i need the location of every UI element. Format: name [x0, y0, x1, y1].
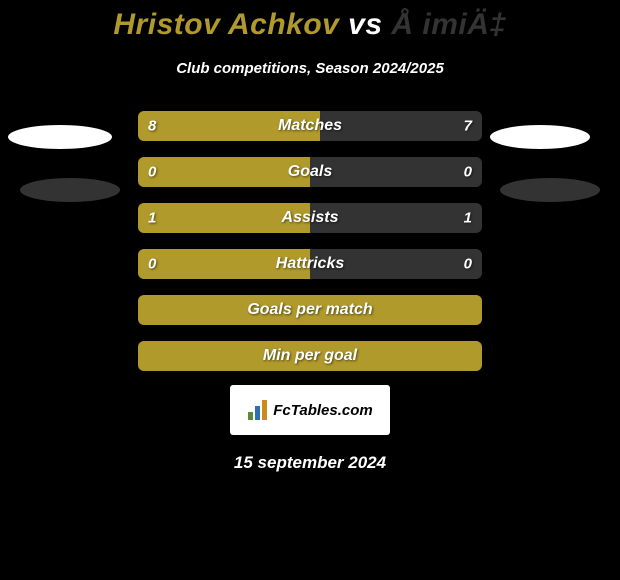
stat-label: Hattricks — [276, 255, 344, 273]
decorative-ellipse — [20, 178, 120, 202]
stat-value-left: 0 — [148, 256, 156, 273]
stat-label: Matches — [278, 117, 342, 135]
date-label: 15 september 2024 — [0, 453, 620, 473]
stat-value-right: 7 — [464, 118, 472, 135]
stat-row: Hattricks 0 0 — [138, 249, 482, 279]
title-player2: Å imiÄ‡ — [391, 8, 506, 41]
logo-bars-icon — [247, 399, 269, 421]
stat-value-right: 0 — [464, 256, 472, 273]
stat-row: Goals 0 0 — [138, 157, 482, 187]
stats-bars: Matches87Goals00Assists11Hattricks00Goal… — [138, 111, 482, 371]
stat-row: Matches 8 7 — [138, 111, 482, 141]
title-sep: vs — [339, 8, 391, 41]
stat-row: Assists 1 1 — [138, 203, 482, 233]
stat-value-left: 8 — [148, 118, 156, 135]
stat-bar-right — [310, 157, 482, 187]
stat-bar-right — [320, 111, 482, 141]
page-title: Hristov Achkov vs Å imiÄ‡ — [0, 0, 620, 42]
subtitle: Club competitions, Season 2024/2025 — [0, 60, 620, 77]
stat-value-left: 0 — [148, 164, 156, 181]
stat-row: Goals per match — [138, 295, 482, 325]
stat-row: Min per goal — [138, 341, 482, 371]
logo-inner: FcTables.com — [247, 399, 372, 421]
stat-value-right: 0 — [464, 164, 472, 181]
stat-label: Min per goal — [263, 347, 357, 365]
decorative-ellipse — [500, 178, 600, 202]
stat-label: Assists — [282, 209, 339, 227]
stat-bar-left — [138, 157, 310, 187]
stat-label: Goals per match — [247, 301, 372, 319]
decorative-ellipse — [8, 125, 112, 149]
stat-label: Goals — [288, 163, 332, 181]
title-player1: Hristov Achkov — [113, 8, 339, 41]
fctables-logo[interactable]: FcTables.com — [230, 385, 390, 435]
stat-value-right: 1 — [464, 210, 472, 227]
logo-text: FcTables.com — [273, 402, 372, 419]
stat-value-left: 1 — [148, 210, 156, 227]
decorative-ellipse — [490, 125, 590, 149]
